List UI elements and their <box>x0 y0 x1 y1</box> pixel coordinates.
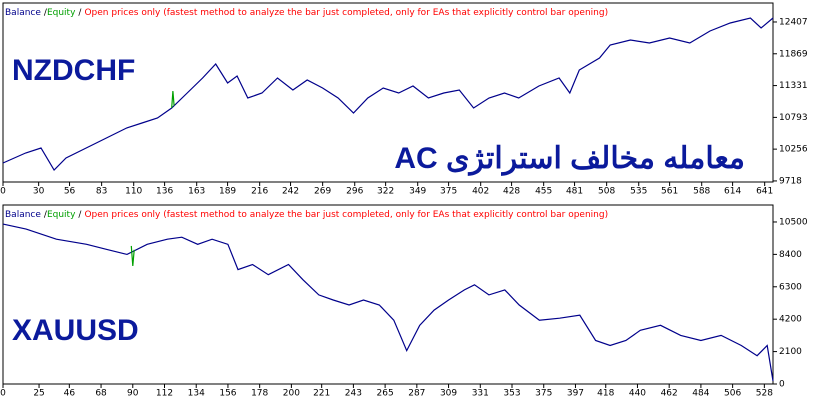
x-tick-label: 397 <box>567 389 584 399</box>
x-tick-label: 46 <box>64 389 76 399</box>
legend-separator: / <box>78 210 82 220</box>
series-line <box>130 245 135 267</box>
x-tick-label: 30 <box>33 187 45 197</box>
annotation: معامله مخالف استراتژی AC <box>394 142 745 176</box>
series-line <box>171 90 175 109</box>
x-tick-label: 588 <box>693 187 710 197</box>
legend-entry: Equity <box>47 8 76 18</box>
annotation: XAUUSD <box>12 314 139 347</box>
plot-frame <box>2 2 774 183</box>
x-tick-label: 136 <box>156 187 173 197</box>
y-tick-label: 10793 <box>779 113 808 123</box>
y-tick-label: 10500 <box>779 217 808 227</box>
x-tick-label: 535 <box>630 187 647 197</box>
y-tick-label: 6300 <box>779 282 802 292</box>
x-tick-label: 296 <box>346 187 363 197</box>
series-line <box>2 223 774 382</box>
x-tick-label: 200 <box>283 389 300 399</box>
x-tick-label: 309 <box>440 389 457 399</box>
y-tick-label: 9718 <box>779 176 802 186</box>
legend-separator: / <box>44 8 48 18</box>
x-tick-label: 90 <box>127 389 139 399</box>
x-tick-label: 455 <box>535 187 552 197</box>
x-tick-label: 25 <box>33 389 44 399</box>
x-tick-label: 287 <box>408 389 425 399</box>
x-tick-label: 68 <box>95 389 107 399</box>
x-tick-label: 243 <box>345 389 362 399</box>
x-tick-label: 561 <box>661 187 678 197</box>
y-tick-label: 4200 <box>779 315 802 325</box>
x-tick-label: 418 <box>597 389 614 399</box>
x-tick-label: 428 <box>503 187 520 197</box>
legend-separator: / <box>44 210 48 220</box>
x-tick-label: 528 <box>756 389 773 399</box>
legend: Balance/Equity / Open prices only (fastest… <box>5 8 608 18</box>
y-tick-label: 2100 <box>779 347 802 357</box>
legend-entry: Balance <box>5 210 41 220</box>
y-tick-label: 11331 <box>779 81 808 91</box>
x-tick-label: 402 <box>472 187 489 197</box>
x-tick-label: 349 <box>409 187 426 197</box>
x-tick-label: 481 <box>566 187 583 197</box>
legend-entry: Equity <box>47 210 76 220</box>
x-tick-label: 56 <box>64 187 76 197</box>
x-tick-label: 462 <box>661 389 678 399</box>
annotation: NZDCHF <box>12 54 135 87</box>
x-tick-label: 221 <box>313 389 330 399</box>
x-tick-label: 0 <box>0 187 6 197</box>
x-tick-label: 216 <box>251 187 268 197</box>
x-tick-label: 375 <box>440 187 457 197</box>
x-tick-label: 134 <box>188 389 205 399</box>
x-tick-label: 178 <box>251 389 268 399</box>
series-line <box>2 17 774 171</box>
x-tick-label: 508 <box>598 187 615 197</box>
y-tick-label: 8400 <box>779 250 802 260</box>
legend-mode: Open prices only (fastest method to anal… <box>84 210 608 220</box>
x-tick-label: 614 <box>724 187 741 197</box>
x-tick-label: 112 <box>156 389 173 399</box>
x-tick-label: 110 <box>125 187 142 197</box>
x-tick-label: 484 <box>692 389 709 399</box>
x-tick-label: 353 <box>503 389 520 399</box>
plot-frame <box>2 204 774 385</box>
x-tick-label: 269 <box>314 187 331 197</box>
x-tick-label: 265 <box>377 389 394 399</box>
x-tick-label: 506 <box>724 389 741 399</box>
legend-entry: Balance <box>5 8 41 18</box>
x-tick-label: 189 <box>219 187 236 197</box>
x-tick-label: 641 <box>756 187 773 197</box>
x-tick-label: 331 <box>472 389 489 399</box>
legend-separator: / <box>78 8 82 18</box>
y-tick-label: 10256 <box>779 145 808 155</box>
y-tick-label: 0 <box>779 380 785 390</box>
x-tick-label: 156 <box>219 389 236 399</box>
x-tick-label: 242 <box>282 187 299 197</box>
x-tick-label: 375 <box>535 389 552 399</box>
y-tick-label: 12407 <box>779 17 808 27</box>
legend: Balance/Equity / Open prices only (fastest… <box>5 210 608 220</box>
x-tick-label: 83 <box>96 187 107 197</box>
x-tick-label: 163 <box>188 187 205 197</box>
x-tick-label: 322 <box>377 187 394 197</box>
legend-mode: Open prices only (fastest method to anal… <box>84 8 608 18</box>
y-tick-label: 11869 <box>779 49 808 59</box>
x-tick-label: 440 <box>629 389 646 399</box>
x-tick-label: 0 <box>0 389 6 399</box>
